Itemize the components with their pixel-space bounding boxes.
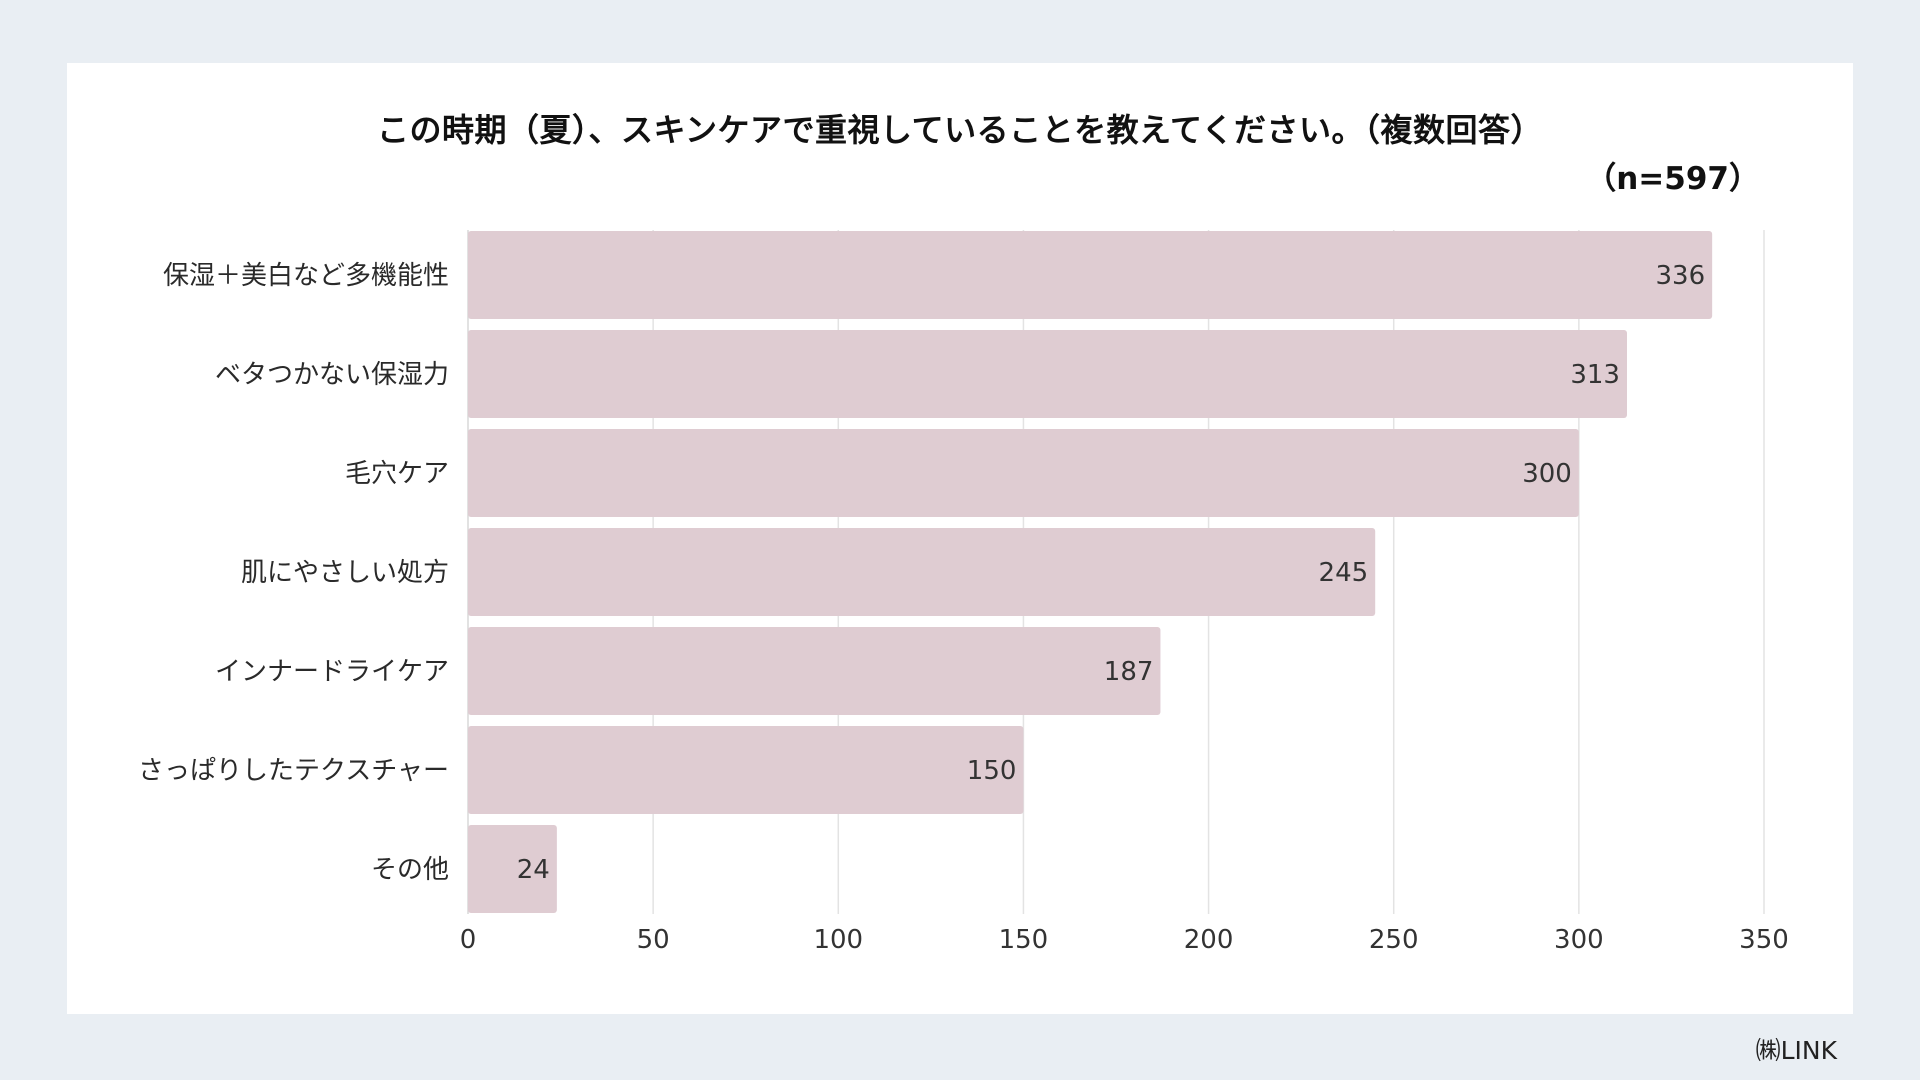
x-tick-label: 100 xyxy=(813,925,863,955)
bar xyxy=(468,330,1627,418)
category-label: 毛穴ケア xyxy=(345,459,449,489)
bar xyxy=(468,627,1161,715)
data-label: 336 xyxy=(1656,261,1706,291)
x-tick-label: 250 xyxy=(1369,925,1419,955)
chart-title: この時期（夏）、スキンケアで重視していることを教えてください。（複数回答） xyxy=(376,111,1544,149)
x-tick-label: 300 xyxy=(1554,925,1604,955)
category-label: 保湿＋美白など多機能性 xyxy=(163,261,449,291)
category-label: インナードライケア xyxy=(215,657,449,687)
data-label: 24 xyxy=(517,855,550,885)
category-label: 肌にやさしい処方 xyxy=(241,558,449,588)
x-tick-label: 50 xyxy=(637,925,670,955)
data-label: 300 xyxy=(1522,459,1572,489)
data-label: 245 xyxy=(1319,558,1369,588)
x-tick-label: 350 xyxy=(1739,925,1789,955)
bar xyxy=(468,231,1713,319)
data-label: 313 xyxy=(1570,360,1620,390)
bar xyxy=(468,528,1376,616)
labels: 0 50 100 150 200 250 300 350 保湿＋美白など多機能性 336 ベタつかな… xyxy=(138,261,1789,955)
bar xyxy=(468,429,1579,517)
category-label: その他 xyxy=(371,855,449,885)
bars xyxy=(468,231,1713,913)
bar xyxy=(468,726,1024,814)
sample-size-note: （n=597） xyxy=(1585,161,1760,197)
x-tick-label: 0 xyxy=(460,925,477,955)
category-label: ベタつかない保湿力 xyxy=(215,360,449,390)
credit-label: ㈱LINK xyxy=(1755,1036,1837,1065)
bar xyxy=(468,825,557,913)
category-label: さっぱりしたテクスチャー xyxy=(138,756,449,786)
data-label: 187 xyxy=(1104,657,1154,687)
x-tick-label: 150 xyxy=(999,925,1049,955)
x-tick-label: 200 xyxy=(1184,925,1234,955)
data-label: 150 xyxy=(967,756,1017,786)
